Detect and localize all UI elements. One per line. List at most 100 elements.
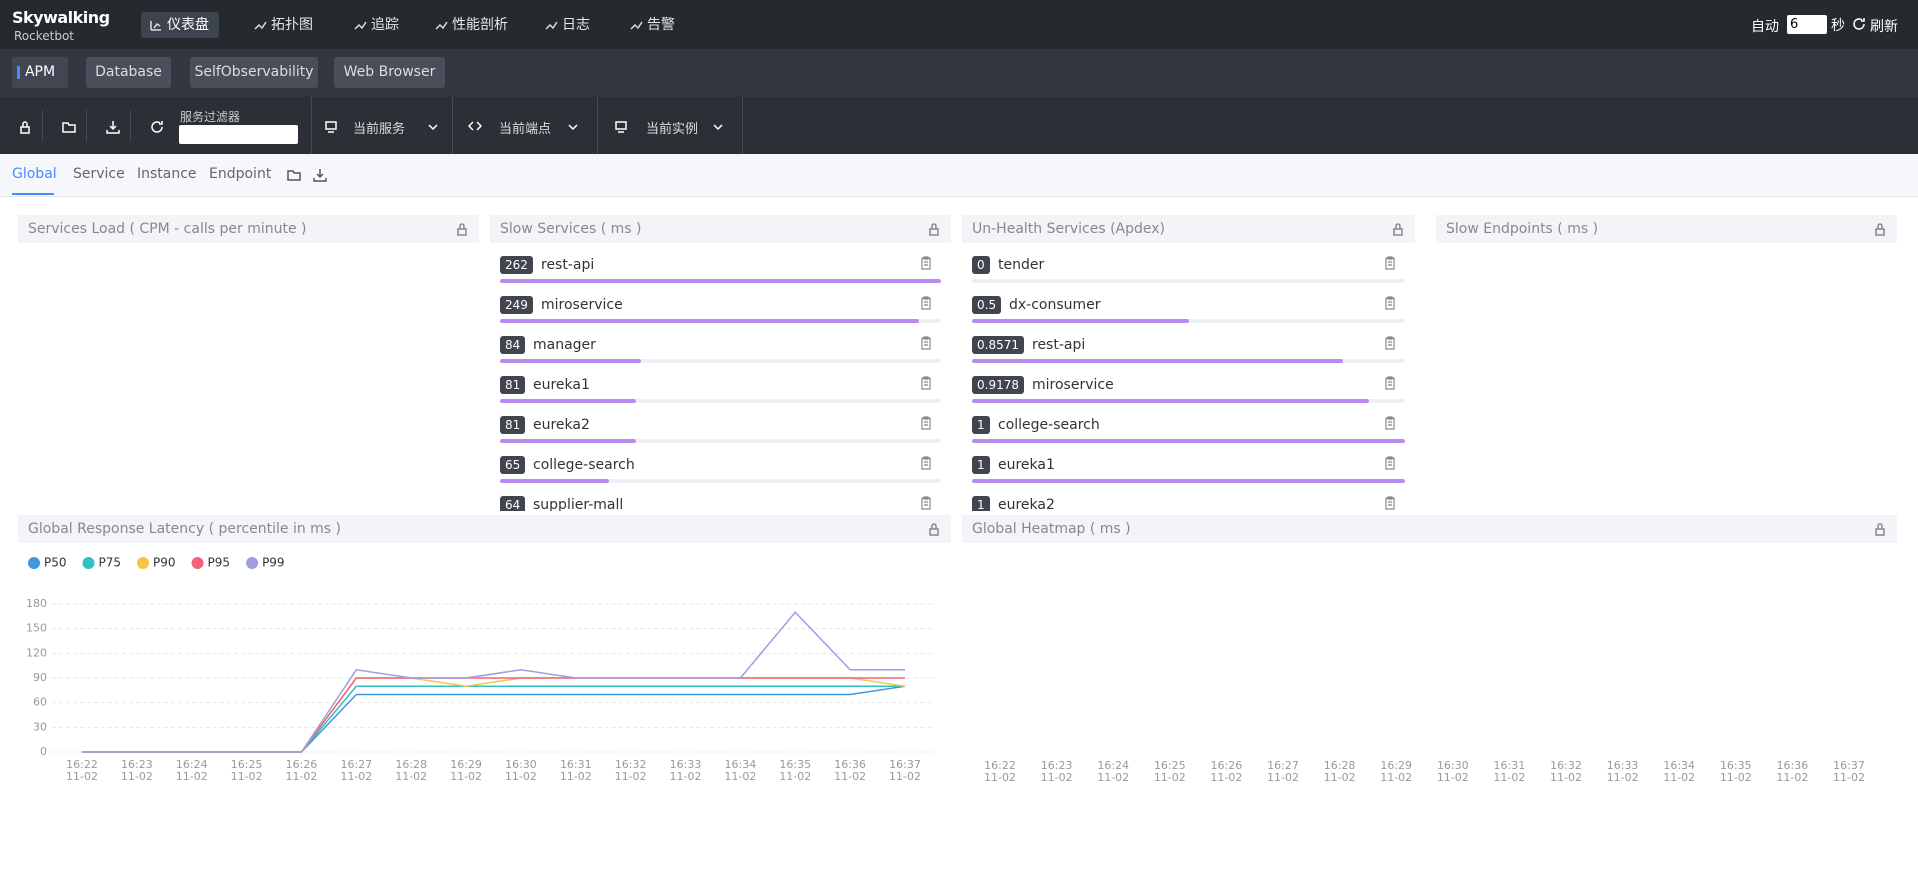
- nav-icon: [354, 21, 367, 30]
- item-name[interactable]: eureka2: [998, 497, 1055, 511]
- copy-icon-shape: [921, 256, 931, 270]
- selector-label[interactable]: 当前实例: [646, 122, 699, 137]
- x-tick-label: 16:30: [1437, 759, 1469, 772]
- item-name[interactable]: supplier-mall: [533, 497, 624, 511]
- bar-track: [500, 359, 941, 363]
- bar-track: [500, 479, 941, 483]
- copy-icon-shape: [1385, 296, 1395, 310]
- legend-marker: [28, 557, 40, 569]
- copy-icon[interactable]: [919, 376, 933, 390]
- item-name[interactable]: eureka1: [533, 377, 590, 393]
- subtab[interactable]: Service: [73, 166, 125, 182]
- copy-icon[interactable]: [1383, 496, 1397, 510]
- x-tick-sublabel: 11-02: [1154, 771, 1186, 784]
- nav-icon-shape: [630, 21, 643, 30]
- item-name[interactable]: miroservice: [541, 297, 623, 313]
- interval-input[interactable]: 6: [1787, 15, 1827, 34]
- copy-icon-shape: [1385, 256, 1395, 270]
- selector-chevron: [713, 124, 723, 131]
- panel-title: Un-Health Services (Apdex): [972, 221, 1166, 237]
- panel-lock-shape: [929, 223, 939, 236]
- panel-header: [962, 215, 1415, 243]
- copy-icon[interactable]: [919, 416, 933, 430]
- item-name[interactable]: eureka1: [998, 457, 1055, 473]
- copy-icon-shape: [921, 376, 931, 390]
- legend-label: P95: [208, 556, 231, 570]
- copy-icon[interactable]: [1383, 256, 1397, 270]
- item-name[interactable]: miroservice: [1032, 377, 1114, 393]
- x-tick-label: 16:29: [450, 758, 482, 771]
- item-name[interactable]: college-search: [998, 417, 1100, 433]
- tab[interactable]: Web Browser: [334, 57, 445, 88]
- x-tick-label: 16:33: [670, 758, 702, 771]
- bar: [972, 399, 1370, 403]
- filter-input[interactable]: [179, 125, 298, 144]
- x-tick-label: 16:33: [1607, 759, 1639, 772]
- top-bar: [0, 0, 1918, 49]
- series-line: [82, 611, 905, 753]
- series-line: [82, 685, 906, 753]
- copy-icon[interactable]: [1383, 296, 1397, 310]
- nav-item[interactable]: 追踪: [371, 17, 399, 33]
- copy-icon[interactable]: [1383, 416, 1397, 430]
- panel-title: Global Heatmap ( ms ): [972, 521, 1131, 537]
- bar-track: [972, 279, 1405, 283]
- subtab[interactable]: Global: [12, 166, 57, 182]
- value-badge: 81: [500, 376, 526, 394]
- nav-item[interactable]: 性能剖析: [452, 17, 508, 33]
- x-tick-sublabel: 11-02: [560, 770, 592, 783]
- value-badge: 0.9178: [972, 376, 1024, 394]
- nav-icon-shape: [254, 21, 267, 30]
- copy-icon[interactable]: [919, 456, 933, 470]
- legend-label: P50: [44, 556, 67, 570]
- x-tick-label: 16:24: [1097, 759, 1129, 772]
- nav-item[interactable]: 拓扑图: [271, 17, 313, 33]
- tab[interactable]: SelfObservability: [190, 57, 318, 88]
- copy-icon-shape: [921, 456, 931, 470]
- toolbar-divider: [311, 97, 312, 154]
- item-name[interactable]: rest-api: [1032, 337, 1086, 353]
- copy-icon[interactable]: [1383, 456, 1397, 470]
- x-tick-label: 16:35: [1720, 759, 1752, 772]
- bar: [500, 439, 637, 443]
- item-name[interactable]: eureka2: [533, 417, 590, 433]
- nav-item[interactable]: 日志: [562, 17, 590, 33]
- refresh-button[interactable]: 刷新: [1870, 19, 1898, 35]
- x-tick-label: 16:27: [340, 758, 372, 771]
- item-name[interactable]: dx-consumer: [1009, 297, 1101, 313]
- x-tick-sublabel: 11-02: [505, 770, 537, 783]
- copy-icon[interactable]: [919, 296, 933, 310]
- x-tick-sublabel: 11-02: [285, 770, 317, 783]
- nav-item[interactable]: 告警: [647, 17, 675, 33]
- copy-icon[interactable]: [1383, 336, 1397, 350]
- subtab[interactable]: Instance: [137, 166, 197, 182]
- selector-label[interactable]: 当前端点: [499, 122, 552, 137]
- item-name[interactable]: manager: [533, 337, 596, 353]
- item-name[interactable]: rest-api: [541, 257, 595, 273]
- copy-icon[interactable]: [1383, 376, 1397, 390]
- panel-header: [18, 215, 479, 243]
- nav-item[interactable]: 仪表盘: [141, 12, 219, 38]
- subtab[interactable]: Endpoint: [209, 166, 272, 182]
- item-name[interactable]: college-search: [533, 457, 635, 473]
- toolbar-divider: [597, 97, 598, 154]
- x-tick-sublabel: 11-02: [450, 770, 482, 783]
- x-tick-sublabel: 11-02: [1041, 771, 1073, 784]
- selector-label[interactable]: 当前服务: [353, 122, 406, 137]
- copy-icon[interactable]: [919, 256, 933, 270]
- value-badge: 1: [972, 496, 990, 511]
- selector-chevron: [428, 124, 438, 131]
- tab[interactable]: APM: [12, 57, 68, 88]
- selector-chevron-shape: [713, 124, 723, 131]
- x-tick-label: 16:29: [1380, 759, 1412, 772]
- copy-icon-shape: [921, 296, 931, 310]
- copy-icon[interactable]: [919, 336, 933, 350]
- x-tick-sublabel: 11-02: [1550, 771, 1582, 784]
- copy-icon[interactable]: [919, 496, 933, 510]
- y-tick-label: 150: [26, 622, 47, 635]
- panel-title: Services Load ( CPM - calls per minute ): [28, 221, 307, 237]
- selector-icon-shape: [615, 121, 627, 133]
- item-name[interactable]: tender: [998, 257, 1045, 273]
- tab[interactable]: Database: [86, 57, 171, 88]
- x-tick-label: 16:34: [1663, 759, 1695, 772]
